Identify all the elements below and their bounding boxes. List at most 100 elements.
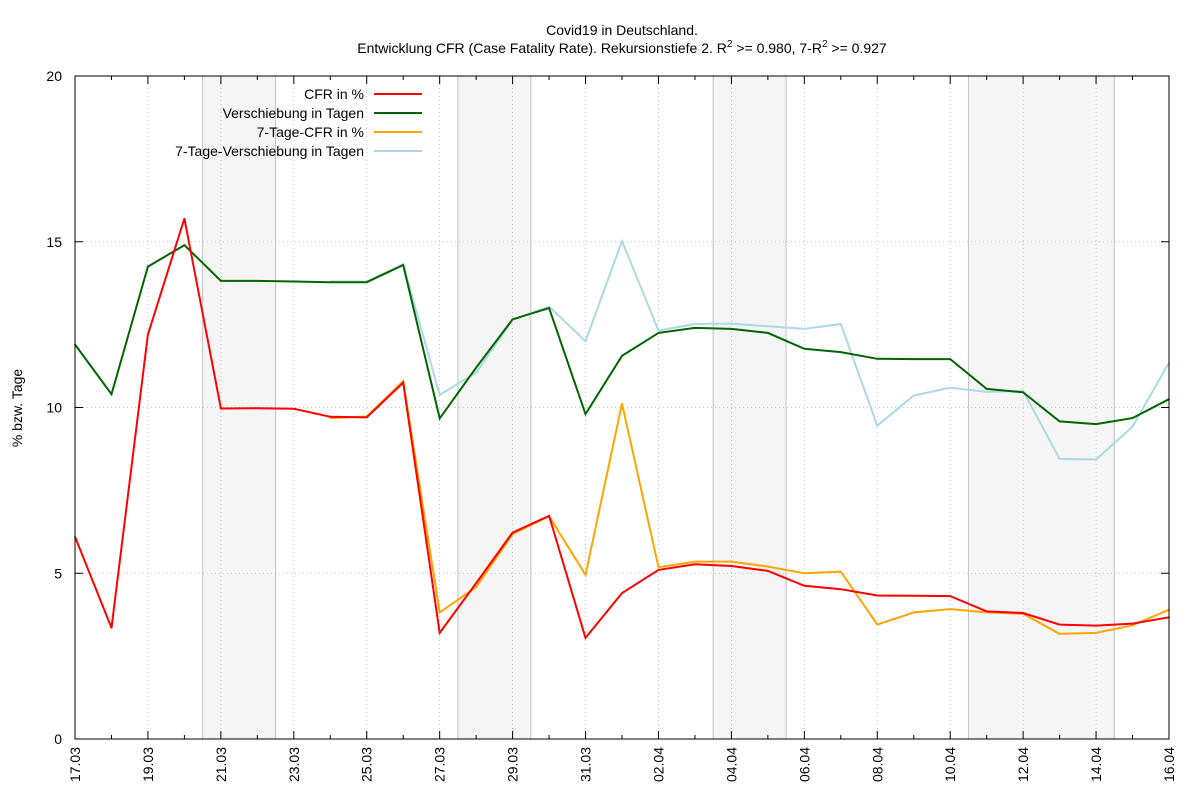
x-tick-label: 08.04 — [869, 747, 885, 782]
data-point — [840, 570, 842, 573]
x-tick-label: 04.04 — [723, 747, 739, 782]
data-point — [985, 610, 988, 613]
data-point — [402, 264, 405, 266]
data-point — [876, 424, 879, 427]
x-axis-ticks: 17.03 19.03 21.03 23.03 25.03 27.03 29.03 31.03… — [67, 76, 1177, 782]
data-point — [584, 637, 587, 639]
chart-title-line1: Covid19 in Deutschland. — [546, 22, 698, 38]
data-point — [256, 407, 259, 409]
data-point — [767, 565, 769, 568]
data-point — [183, 217, 186, 220]
data-point — [694, 560, 696, 563]
title-sup-2: 2 — [822, 39, 828, 50]
data-point — [1095, 458, 1097, 461]
legend-item: CFR in % — [304, 86, 422, 102]
x-tick-label: 27.03 — [432, 747, 448, 782]
data-point — [730, 328, 733, 330]
series-layer — [74, 217, 1170, 640]
data-point — [147, 333, 149, 336]
y-axis-label: % bzw. Tage — [9, 369, 25, 448]
data-point — [949, 608, 951, 610]
legend-label: CFR in % — [304, 86, 364, 102]
x-tick-label: 17.03 — [67, 747, 83, 782]
data-point — [1131, 622, 1134, 625]
title-sup-1: 2 — [727, 39, 733, 50]
y-tick-label: 5 — [54, 565, 62, 581]
legend: CFR in % Verschiebung in Tagen 7-Tage-CFR … — [175, 86, 422, 159]
data-point — [511, 531, 514, 534]
data-point — [949, 386, 951, 389]
data-point — [110, 627, 113, 629]
legend-label: 7-Tage-CFR in % — [257, 124, 364, 140]
data-point — [985, 391, 988, 393]
data-point — [876, 357, 879, 360]
data-point — [694, 327, 696, 329]
data-point — [840, 588, 842, 590]
weekend-band — [457, 76, 531, 739]
data-point — [110, 393, 113, 396]
data-point — [1058, 458, 1061, 460]
data-point — [1131, 425, 1134, 428]
data-point — [657, 569, 660, 571]
data-point — [584, 413, 587, 415]
legend-item: 7-Tage-Verschiebung in Tagen — [175, 143, 422, 159]
data-point — [293, 280, 295, 283]
data-point — [475, 371, 477, 374]
data-point — [912, 358, 915, 360]
data-point — [985, 388, 988, 390]
legend-item: Verschiebung in Tagen — [223, 105, 422, 121]
data-point — [365, 416, 368, 419]
data-point — [1058, 420, 1061, 423]
x-tick-label: 31.03 — [578, 747, 594, 782]
data-point — [803, 328, 806, 330]
data-point — [329, 415, 332, 418]
data-point — [840, 351, 842, 353]
data-point — [730, 565, 733, 567]
data-point — [475, 366, 477, 369]
legend-item: 7-Tage-CFR in % — [257, 124, 422, 140]
data-point — [657, 566, 660, 569]
data-point — [475, 586, 477, 588]
y-tick-label: 10 — [46, 400, 62, 416]
x-tick-label: 19.03 — [140, 747, 156, 782]
series-2 — [74, 243, 1170, 426]
data-point — [621, 402, 623, 405]
data-point — [365, 281, 368, 283]
data-point — [803, 348, 806, 350]
data-point — [694, 323, 696, 325]
data-point — [220, 280, 222, 282]
data-point — [912, 611, 915, 614]
data-point — [949, 358, 951, 360]
data-point — [1058, 633, 1061, 635]
data-point — [621, 240, 623, 242]
data-point — [621, 354, 623, 357]
data-point — [767, 332, 769, 334]
chart-title-line2: Entwicklung CFR (Case Fatality Rate). Re… — [357, 39, 887, 56]
data-point — [147, 265, 149, 268]
x-tick-label: 25.03 — [359, 747, 375, 782]
x-tick-label: 16.04 — [1161, 747, 1177, 782]
data-point — [475, 582, 477, 584]
data-point — [730, 560, 733, 563]
title-part-3: >= 0.927 — [828, 40, 887, 56]
data-point — [511, 318, 514, 321]
data-point — [657, 329, 660, 332]
data-point — [402, 381, 405, 384]
data-point — [621, 592, 623, 594]
data-point — [803, 585, 806, 587]
weekend-band — [713, 76, 787, 739]
x-tick-label: 21.03 — [213, 747, 229, 782]
x-tick-label: 12.04 — [1015, 747, 1031, 782]
data-point — [220, 407, 222, 410]
data-point — [438, 394, 441, 396]
data-point — [767, 570, 769, 572]
data-point — [438, 611, 441, 614]
data-point — [293, 408, 295, 410]
y-tick-label: 15 — [46, 234, 62, 250]
y-tick-label: 0 — [54, 731, 62, 747]
title-part-2: >= 0.980, 7-R — [732, 40, 822, 56]
x-tick-label: 29.03 — [505, 747, 521, 782]
y-tick-label: 20 — [46, 68, 62, 84]
data-point — [438, 632, 441, 634]
